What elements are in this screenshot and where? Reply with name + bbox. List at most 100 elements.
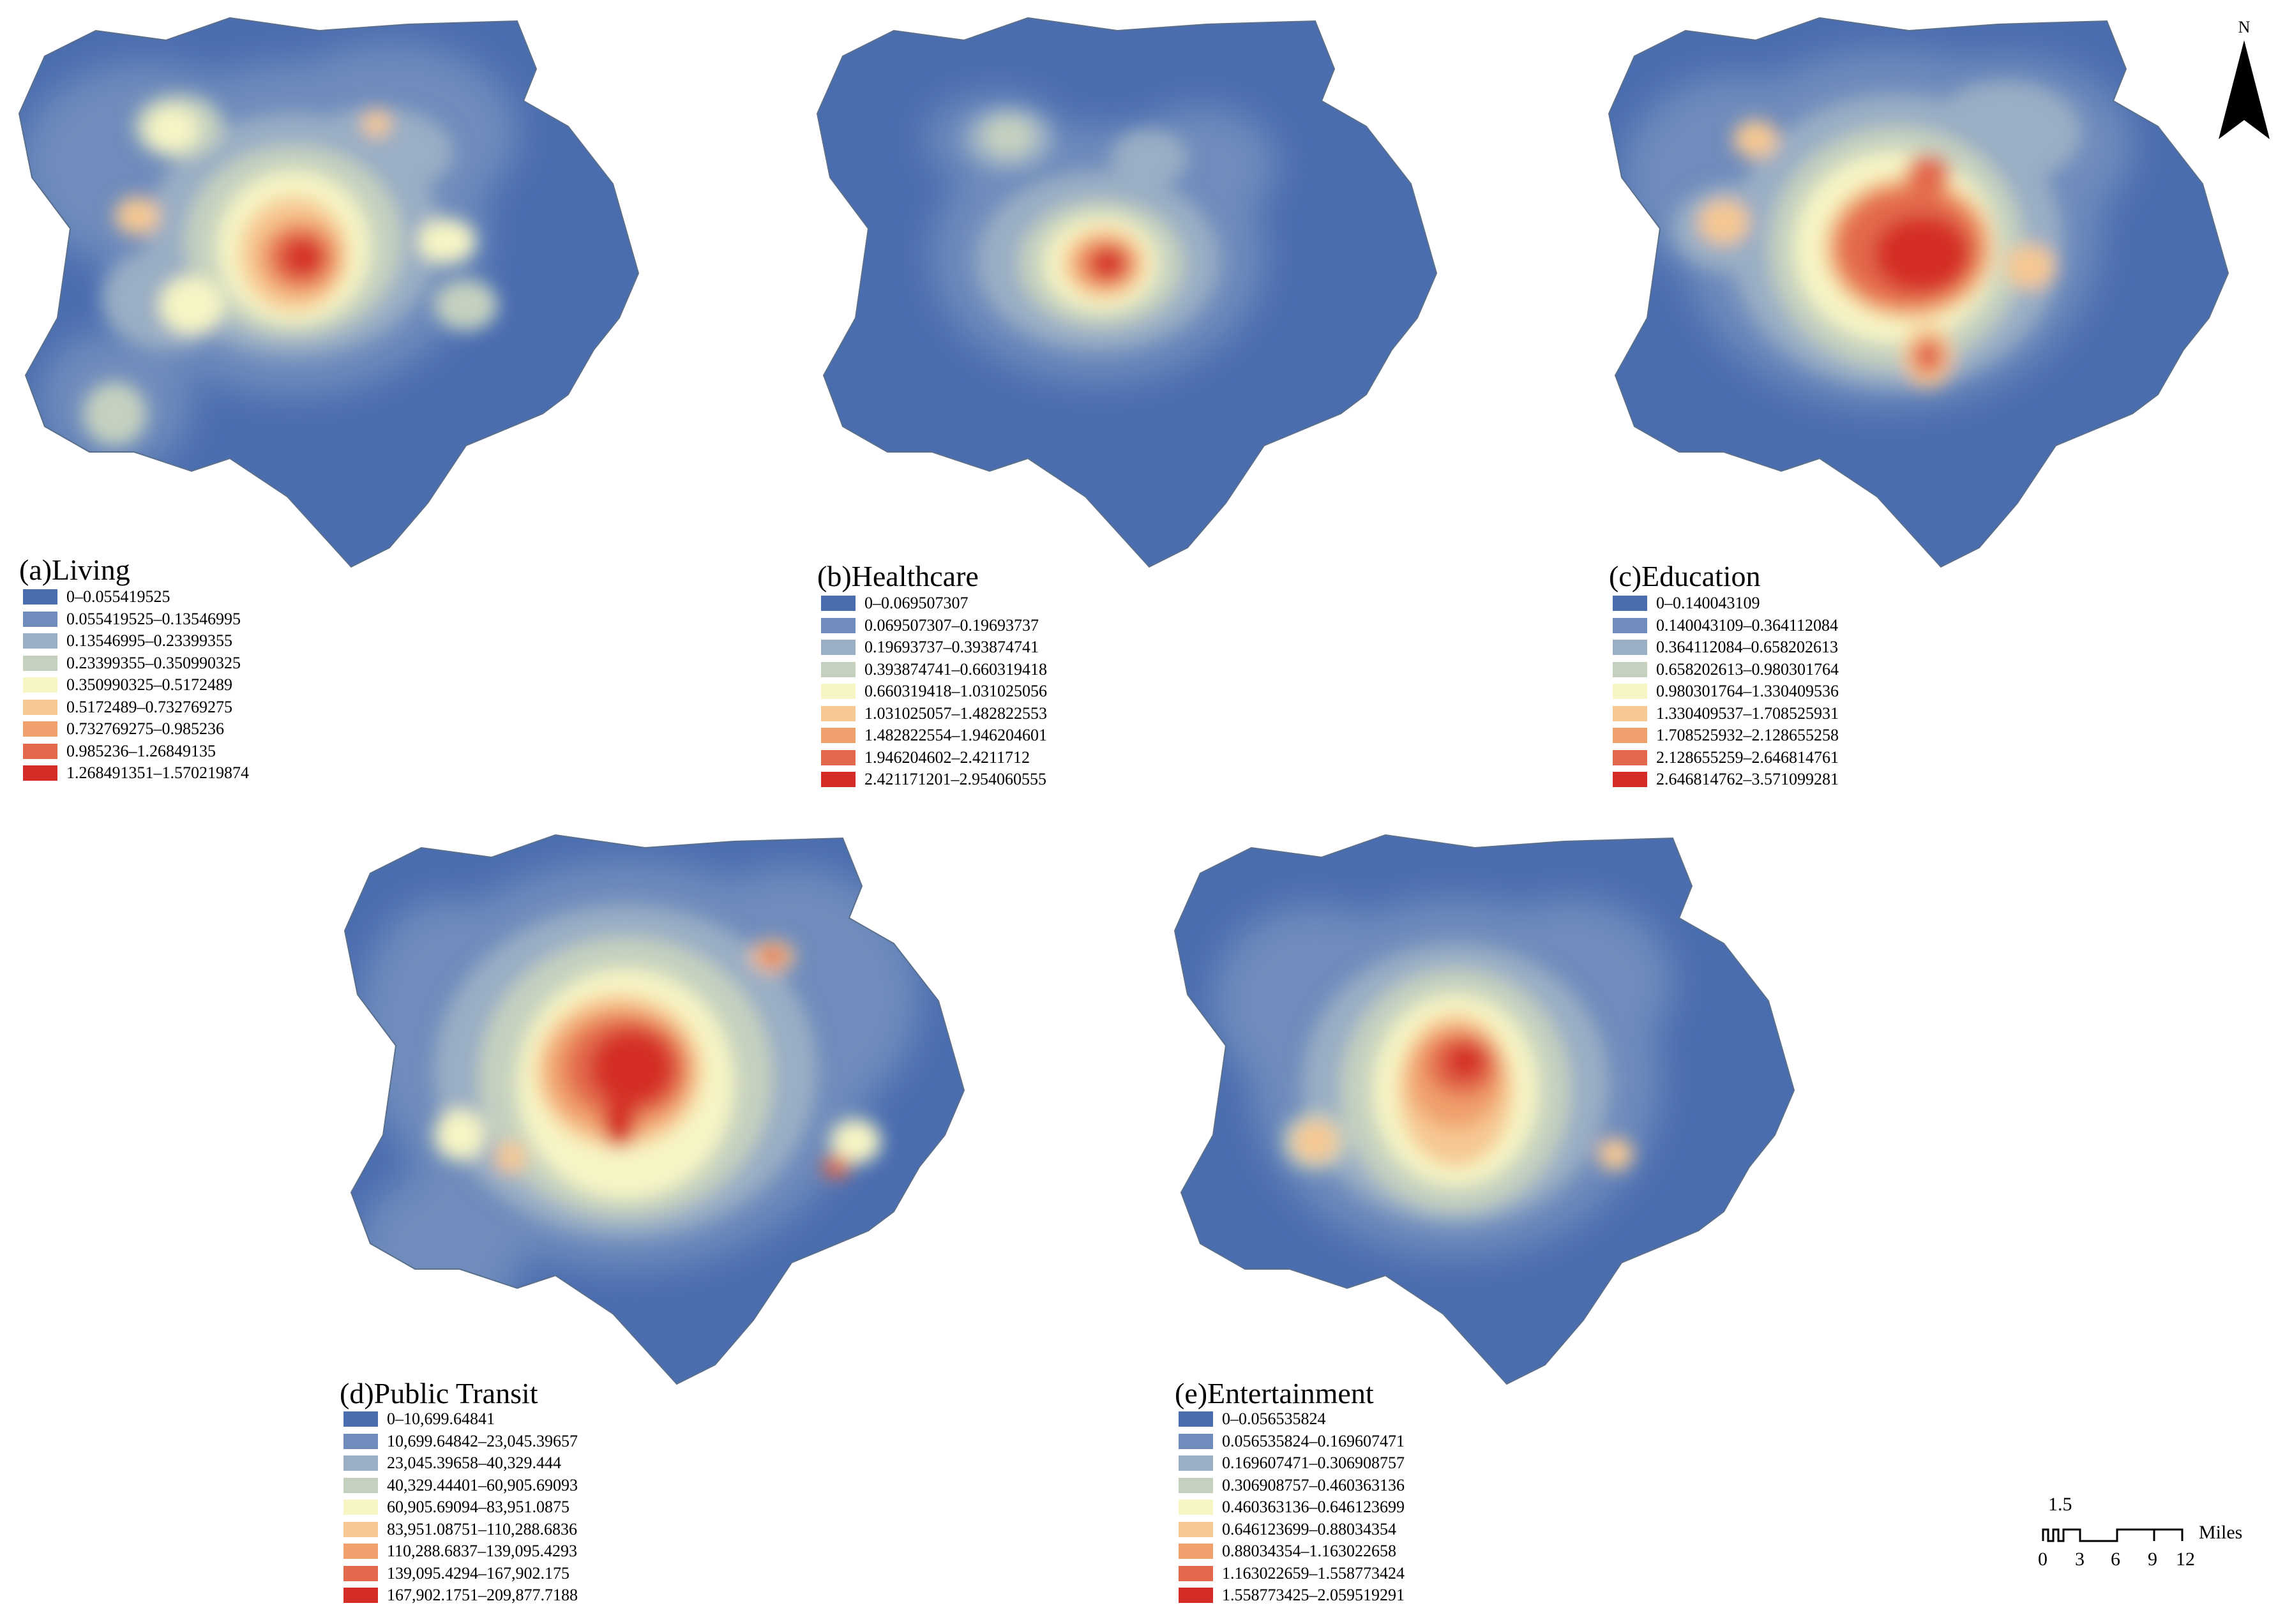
legend-swatch <box>23 721 57 737</box>
heatmap-education <box>1608 17 2229 568</box>
legend-label: 110,288.6837–139,095.4293 <box>387 1542 578 1561</box>
legend-label: 40,329.44401–60,905.69093 <box>387 1475 578 1494</box>
legend-swatch <box>343 1477 378 1493</box>
legend-swatch <box>821 684 856 700</box>
legend: 0–0.140043109 0.140043109–0.364112084 0.… <box>1613 592 1839 791</box>
legend-row: 1.268491351–1.570219874 <box>23 762 249 785</box>
legend-swatch <box>821 661 856 677</box>
legend-label: 0–0.056535824 <box>1222 1410 1326 1429</box>
legend: 0–0.055419525 0.055419525–0.13546995 0.1… <box>23 586 249 785</box>
legend-swatch <box>1179 1588 1213 1604</box>
legend-swatch <box>1613 617 1647 633</box>
scale-bar: 1.5 Miles 0 3 6 9 12 <box>2037 1494 2279 1577</box>
legend-label: 0.980301764–1.330409536 <box>1656 682 1839 701</box>
legend-swatch <box>1613 749 1647 765</box>
legend-row: 0–0.055419525 <box>23 586 249 608</box>
legend-row: 0.88034354–1.163022658 <box>1179 1540 1405 1563</box>
legend-row: 0.056535824–0.169607471 <box>1179 1431 1405 1453</box>
legend-label: 0.364112084–0.658202613 <box>1656 638 1839 657</box>
panel-title: (c)Education <box>1609 560 1761 592</box>
legend-row: 60,905.69094–83,951.0875 <box>343 1496 578 1519</box>
legend-swatch <box>1613 640 1647 656</box>
scale-bar-tick-label: 3 <box>2075 1549 2085 1570</box>
legend-swatch <box>1179 1411 1213 1427</box>
scale-bar-tick-label: 0 <box>2038 1549 2047 1570</box>
legend-label: 0.460363136–0.646123699 <box>1222 1498 1405 1517</box>
map-panel-healthcare: (b)Healthcare 0–0.069507307 0.069507307–… <box>817 17 1456 803</box>
legend-label: 0–0.069507307 <box>864 594 969 613</box>
legend-label: 167,902.1751–209,877.7188 <box>387 1586 578 1605</box>
legend-label: 2.128655259–2.646814761 <box>1656 748 1839 767</box>
legend-swatch <box>23 677 57 693</box>
legend-label: 1.946204602–2.4211712 <box>864 748 1030 767</box>
legend-label: 0.350990325–0.5172489 <box>66 675 232 695</box>
legend-swatch <box>23 699 57 715</box>
legend-label: 0–0.055419525 <box>66 587 170 606</box>
legend-row: 0.19693737–0.393874741 <box>821 636 1047 659</box>
legend-label: 0.732769275–0.985236 <box>66 719 224 739</box>
legend-row: 1.558773425–2.059519291 <box>1179 1584 1405 1607</box>
legend-label: 0.88034354–1.163022658 <box>1222 1542 1396 1561</box>
legend-swatch <box>821 617 856 633</box>
legend-label: 0.140043109–0.364112084 <box>1656 615 1839 635</box>
legend-label: 0.13546995–0.23399355 <box>66 631 232 650</box>
legend-label: 0.5172489–0.732769275 <box>66 697 232 716</box>
map-panel-entertainment: (e)Entertainment 0–0.056535824 0.0565358… <box>1174 834 1813 1620</box>
legend-swatch <box>1613 661 1647 677</box>
legend-label: 83,951.08751–110,288.6836 <box>387 1519 578 1538</box>
legend-swatch <box>1179 1500 1213 1515</box>
legend-swatch <box>821 596 856 612</box>
legend-swatch <box>343 1455 378 1471</box>
legend-label: 23,045.39658–40,329.444 <box>387 1454 561 1473</box>
legend-swatch <box>1613 684 1647 700</box>
legend-swatch <box>1179 1521 1213 1537</box>
legend-row: 83,951.08751–110,288.6836 <box>343 1519 578 1541</box>
legend-swatch <box>1613 596 1647 612</box>
legend-row: 0–10,699.64841 <box>343 1408 578 1431</box>
legend-row: 2.421171201–2.954060555 <box>821 769 1047 791</box>
legend-label: 139,095.4294–167,902.175 <box>387 1563 569 1583</box>
legend-row: 0.169607471–0.306908757 <box>1179 1452 1405 1475</box>
legend-row: 0–0.069507307 <box>821 592 1047 615</box>
legend-swatch <box>821 772 856 788</box>
legend-label: 0.646123699–0.88034354 <box>1222 1519 1396 1538</box>
legend-label: 1.268491351–1.570219874 <box>66 763 249 783</box>
legend-row: 0.460363136–0.646123699 <box>1179 1496 1405 1519</box>
legend-row: 0–0.056535824 <box>1179 1408 1405 1431</box>
legend-row: 0.069507307–0.19693737 <box>821 615 1047 637</box>
scale-bar-tick-label: 6 <box>2111 1549 2120 1570</box>
legend-row: 0.364112084–0.658202613 <box>1613 636 1839 659</box>
scale-bar-tick-label: 9 <box>2148 1549 2157 1570</box>
map-panel-public-transit: (d)Public Transit 0–10,699.64841 10,699.… <box>340 834 983 1620</box>
legend-swatch <box>1613 728 1647 744</box>
legend-row: 0.23399355–0.350990325 <box>23 652 249 675</box>
scale-bar-graphic <box>2042 1528 2183 1542</box>
legend-row: 167,902.1751–209,877.7188 <box>343 1584 578 1607</box>
legend-row: 1.708525932–2.128655258 <box>1613 725 1839 747</box>
legend-swatch <box>23 765 57 781</box>
legend-label: 0.069507307–0.19693737 <box>864 615 1039 635</box>
legend-swatch <box>821 728 856 744</box>
legend-row: 0.393874741–0.660319418 <box>821 659 1047 681</box>
legend-row: 1.946204602–2.4211712 <box>821 747 1047 769</box>
legend-swatch <box>23 589 57 605</box>
legend-row: 1.330409537–1.708525931 <box>1613 703 1839 725</box>
legend-swatch <box>1613 705 1647 721</box>
north-arrow-icon <box>2219 40 2270 139</box>
legend-row: 0.660319418–1.031025056 <box>821 680 1047 703</box>
legend-swatch <box>343 1500 378 1515</box>
legend-row: 139,095.4294–167,902.175 <box>343 1563 578 1585</box>
panel-title: (e)Entertainment <box>1175 1377 1374 1410</box>
legend-row: 0.646123699–0.88034354 <box>1179 1519 1405 1541</box>
legend-label: 2.421171201–2.954060555 <box>864 770 1047 789</box>
legend-swatch <box>23 743 57 759</box>
panel-title: (b)Healthcare <box>817 560 979 592</box>
legend-swatch <box>343 1433 378 1449</box>
legend-row: 0.985236–1.26849135 <box>23 741 249 763</box>
legend-swatch <box>821 705 856 721</box>
legend-row: 1.482822554–1.946204601 <box>821 725 1047 747</box>
legend-label: 1.708525932–2.128655258 <box>1656 726 1839 745</box>
legend-row: 0.13546995–0.23399355 <box>23 630 249 652</box>
legend-label: 0.985236–1.26849135 <box>66 741 216 760</box>
legend-label: 0–0.140043109 <box>1656 594 1760 613</box>
